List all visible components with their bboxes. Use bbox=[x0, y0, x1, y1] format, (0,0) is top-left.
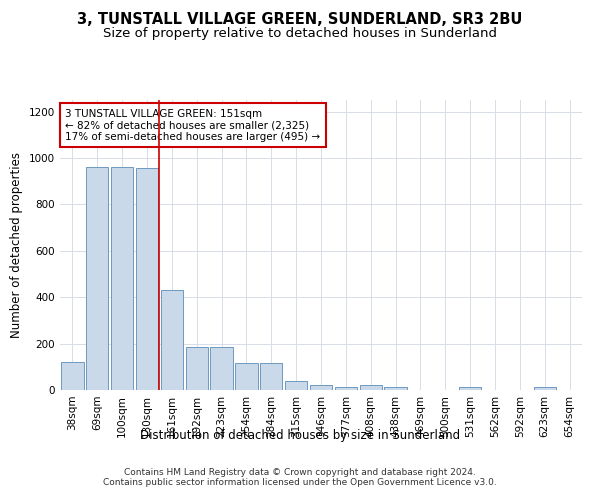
Text: Contains HM Land Registry data © Crown copyright and database right 2024.
Contai: Contains HM Land Registry data © Crown c… bbox=[103, 468, 497, 487]
Bar bbox=[310, 386, 332, 390]
Text: 3, TUNSTALL VILLAGE GREEN, SUNDERLAND, SR3 2BU: 3, TUNSTALL VILLAGE GREEN, SUNDERLAND, S… bbox=[77, 12, 523, 28]
Bar bbox=[335, 386, 357, 390]
Text: Size of property relative to detached houses in Sunderland: Size of property relative to detached ho… bbox=[103, 28, 497, 40]
Bar bbox=[111, 168, 133, 390]
Bar bbox=[136, 168, 158, 390]
Bar bbox=[161, 290, 183, 390]
Text: 3 TUNSTALL VILLAGE GREEN: 151sqm
← 82% of detached houses are smaller (2,325)
17: 3 TUNSTALL VILLAGE GREEN: 151sqm ← 82% o… bbox=[65, 108, 320, 142]
Bar bbox=[459, 386, 481, 390]
Bar bbox=[211, 347, 233, 390]
Text: Distribution of detached houses by size in Sunderland: Distribution of detached houses by size … bbox=[140, 428, 460, 442]
Bar bbox=[385, 386, 407, 390]
Bar bbox=[235, 364, 257, 390]
Bar bbox=[185, 347, 208, 390]
Bar bbox=[86, 168, 109, 390]
Bar bbox=[285, 380, 307, 390]
Bar bbox=[61, 362, 83, 390]
Bar bbox=[359, 386, 382, 390]
Bar bbox=[260, 364, 283, 390]
Y-axis label: Number of detached properties: Number of detached properties bbox=[10, 152, 23, 338]
Bar bbox=[533, 386, 556, 390]
